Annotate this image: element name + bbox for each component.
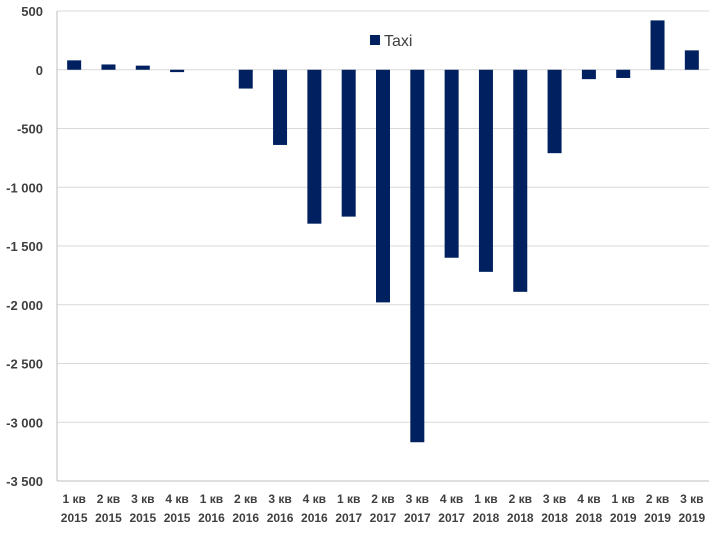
bar [513,69,528,292]
x-tick-label-quarter: 1 кв [612,492,635,506]
x-tick-label-quarter: 2 кв [509,492,532,506]
x-tick-label-year: 2015 [164,511,191,525]
x-tick-label-year: 2016 [301,511,328,525]
y-tick-label: 500 [21,4,43,19]
x-tick-label-quarter: 1 кв [337,492,360,506]
x-tick-label-quarter: 2 кв [97,492,120,506]
x-tick-label-quarter: 1 кв [62,492,85,506]
x-tick-label-year: 2019 [610,511,637,525]
bar [273,69,288,145]
x-tick-label-year: 2018 [473,511,500,525]
x-tick-label-quarter: 3 кв [268,492,291,506]
y-tick-label: -3 000 [6,415,43,430]
x-tick-label-quarter: 4 кв [577,492,600,506]
x-tick-label-quarter: 2 кв [646,492,669,506]
bar [581,69,596,80]
x-tick-label-year: 2018 [507,511,534,525]
y-tick-label: -2 000 [6,298,43,313]
bar [101,64,116,70]
bar [650,20,665,70]
legend-label: Taxi [384,33,412,50]
axes [56,11,709,482]
y-tick-label: -1 000 [6,180,43,195]
x-tick-label-year: 2017 [404,511,431,525]
x-tick-label-quarter: 3 кв [406,492,429,506]
x-tick-label-year: 2018 [541,511,568,525]
y-tick-label: -3 500 [6,474,43,489]
bar [478,69,493,272]
x-tick-label-year: 2017 [335,511,362,525]
x-tick-labels: 1 кв 2015 2 кв 2015 3 кв 2015 4 кв 2015 1 кв 2016… [61,492,706,525]
x-tick-label-quarter: 2 кв [234,492,257,506]
x-tick-label-quarter: 3 кв [543,492,566,506]
x-tick-label-quarter: 3 кв [131,492,154,506]
x-tick-label-year: 2015 [61,511,88,525]
bar [67,60,82,70]
bar [135,65,150,70]
bar [376,69,390,303]
x-tick-label-quarter: 4 кв [165,492,188,506]
bar [307,69,322,224]
legend-swatch [370,35,380,45]
x-tick-label-quarter: 4 кв [440,492,463,506]
x-tick-label-year: 2016 [198,511,225,525]
x-tick-label-year: 2018 [576,511,603,525]
bar [238,69,253,89]
x-tick-label-quarter: 4 кв [303,492,326,506]
y-tick-label: 0 [36,63,43,78]
x-tick-label-quarter: 1 кв [474,492,497,506]
bar [170,69,185,73]
bar [684,50,699,70]
x-tick-label-year: 2019 [678,511,705,525]
x-tick-label-year: 2016 [267,511,294,525]
x-tick-label-quarter: 3 кв [680,492,703,506]
x-tick-label-year: 2019 [644,511,671,525]
y-tick-labels: 500 0 -500 -1 000 -1 500 -2 000 -2 500 -3 000 -3… [6,4,43,489]
x-tick-label-year: 2016 [232,511,259,525]
x-tick-label-year: 2015 [129,511,156,525]
x-tick-label-quarter: 2 кв [371,492,394,506]
legend: Taxi [370,33,412,50]
x-tick-label-year: 2017 [438,511,465,525]
bar [616,69,631,78]
bar [444,69,459,258]
y-tick-label: -500 [17,122,43,137]
x-tick-label-year: 2015 [95,511,122,525]
bar [410,69,425,443]
y-tick-label: -1 500 [6,239,43,254]
bars [67,20,699,443]
x-tick-label-quarter: 1 кв [200,492,223,506]
y-tick-label: -2 500 [6,357,43,372]
bar [341,69,356,217]
x-tick-label-year: 2017 [370,511,397,525]
bar [547,69,562,154]
